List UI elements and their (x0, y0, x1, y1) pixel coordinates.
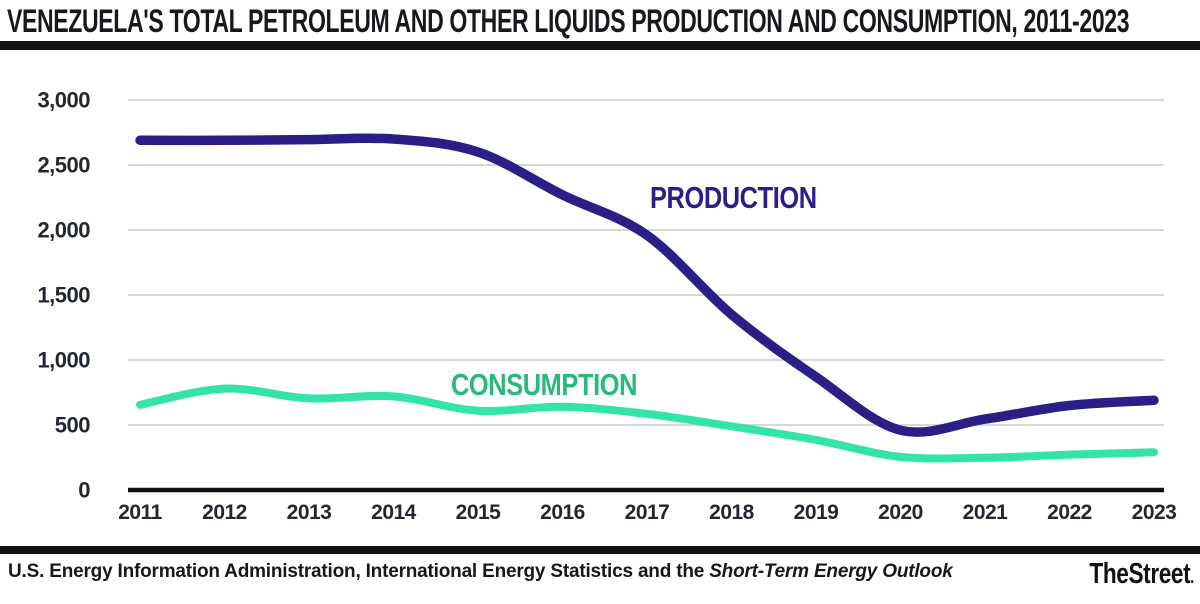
bottom-divider-bar (0, 546, 1200, 554)
source-attribution: U.S. Energy Information Administration, … (8, 561, 953, 583)
source-text: U.S. Energy Information Administration, … (8, 561, 710, 582)
y-axis-tick-label: 3,000 (37, 88, 90, 113)
x-axis-tick-label: 2023 (1132, 501, 1177, 524)
chart-title: VENEZUELA'S TOTAL PETROLEUM AND OTHER LI… (7, 2, 1130, 39)
consumption-line (136, 384, 1158, 463)
x-axis-tick-label: 2021 (963, 501, 1009, 524)
y-axis-tick-label: 500 (55, 413, 90, 438)
x-axis-tick-label: 2018 (709, 501, 755, 524)
x-axis-tick-label: 2017 (625, 501, 670, 524)
production-line (135, 133, 1159, 437)
chart-svg: 0 500 1,000 1,500 2,000 2,500 3,000 2011 2012 201… (37, 88, 1177, 525)
logo-text: TheStreet (1089, 558, 1191, 590)
top-divider-bar (0, 41, 1200, 50)
x-axis-tick-label: 2019 (794, 501, 839, 524)
header: VENEZUELA'S TOTAL PETROLEUM AND OTHER LI… (0, 0, 1200, 41)
production-label: PRODUCTION (650, 181, 817, 216)
logo-dot: . (1190, 567, 1194, 587)
consumption-label: CONSUMPTION (451, 368, 637, 403)
x-axis-tick-label: 2013 (287, 501, 332, 524)
source-text-italic: Short-Term Energy Outlook (709, 561, 953, 582)
x-axis-tick-label: 2014 (371, 501, 417, 524)
x-axis-tick-label: 2011 (118, 501, 162, 524)
y-axis-tick-label: 1,000 (37, 348, 90, 373)
y-axis-tick-label: 2,000 (37, 218, 90, 243)
x-axis-tick-label: 2012 (202, 501, 247, 524)
y-axis-tick-label: 1,500 (37, 283, 90, 308)
x-axis-tick-label: 2016 (540, 501, 585, 524)
thestreet-logo: TheStreet. (1089, 556, 1195, 594)
chart-area: 0 500 1,000 1,500 2,000 2,500 3,000 2011 2012 201… (0, 50, 1200, 546)
footer: U.S. Energy Information Administration, … (0, 554, 1200, 604)
x-axis-tick-label: 2020 (878, 501, 923, 524)
y-axis-tick-label: 2,500 (37, 153, 90, 178)
x-axis-tick-label: 2022 (1047, 501, 1092, 524)
y-axis-tick-label: 0 (78, 478, 90, 503)
x-axis-tick-label: 2015 (456, 501, 502, 524)
